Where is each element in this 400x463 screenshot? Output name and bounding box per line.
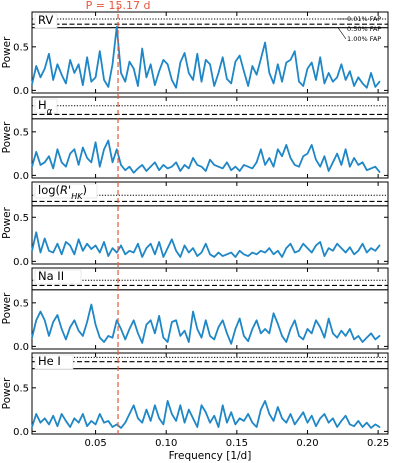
y-axis-label: Power <box>1 377 13 409</box>
panel-label: He I <box>38 354 61 368</box>
y-tick-label: 0.0 <box>13 257 29 268</box>
series-line <box>31 231 381 258</box>
panels-group: 0.00.5PowerRV0.00.5PowerHα0.00.5Powerlog… <box>1 11 389 438</box>
series-line <box>31 303 381 345</box>
panel-frame <box>31 181 389 265</box>
series-line <box>31 400 381 429</box>
panel-frame <box>31 352 389 435</box>
y-tick-label: 0.0 <box>13 427 29 438</box>
fap-legend-leader-3 <box>337 27 347 40</box>
x-tick-label: 0.25 <box>367 438 389 449</box>
series-line <box>31 139 381 174</box>
y-axis-label: Power <box>1 36 13 68</box>
panel-frame <box>31 96 389 179</box>
y-tick-label: 0.5 <box>13 298 29 309</box>
y-tick-label: 0.0 <box>13 86 29 97</box>
y-axis-label: Power <box>1 121 13 153</box>
fap-legend: 0.01% FAP 0.50% FAP 1.00% FAP <box>337 15 381 43</box>
fap-legend-100: 1.00% FAP <box>347 35 381 43</box>
y-axis-label: Power <box>1 292 13 324</box>
y-tick-label: 0.5 <box>13 383 29 394</box>
x-tick-label: 0.10 <box>155 438 177 449</box>
panel-label-bg <box>34 183 98 199</box>
x-tick-label: 0.05 <box>84 438 106 449</box>
y-tick-label: 0.0 <box>13 171 29 182</box>
period-marker-label: P = 15.17 d <box>86 0 151 12</box>
y-tick-label: 0.5 <box>13 213 29 224</box>
x-tick-label: 0.15 <box>226 438 248 449</box>
x-tick-label: 0.20 <box>296 438 318 449</box>
panel-frame <box>31 11 389 94</box>
series-line <box>31 25 381 89</box>
x-axis-label: Frequency [1/d] <box>169 450 252 462</box>
panel-label: Na II <box>38 269 64 283</box>
y-tick-label: 0.0 <box>13 342 29 353</box>
panel-label: RV <box>38 13 53 27</box>
y-axis-label: Power <box>1 206 13 238</box>
panel-label-bg <box>34 13 58 29</box>
panel-frame <box>31 267 389 350</box>
panel-label-bg <box>34 354 74 370</box>
panel-label-bg <box>34 98 58 114</box>
y-tick-label: 0.5 <box>13 127 29 138</box>
fap-legend-050: 0.50% FAP <box>347 25 381 33</box>
x-axis-ticks: 0.05 0.10 0.15 0.20 0.25 <box>84 438 389 449</box>
panel-label-bg <box>34 269 82 285</box>
y-tick-label: 0.5 <box>13 42 29 53</box>
fap-legend-001: 0.01% FAP <box>347 15 381 23</box>
